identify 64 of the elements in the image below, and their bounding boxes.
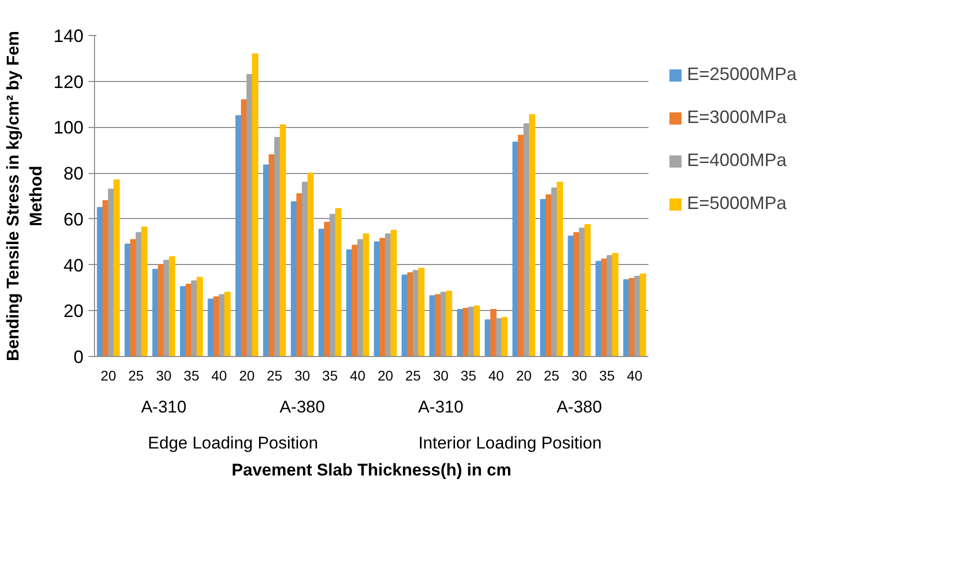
x-tick-label: 25 [544, 368, 560, 384]
bar [307, 172, 314, 356]
bar [640, 273, 646, 356]
bar [168, 256, 176, 356]
x-tick-label: 20 [100, 368, 116, 384]
y-tick-label: 100 [53, 118, 84, 138]
bar [280, 124, 286, 356]
bar [196, 276, 203, 356]
x-tick-label: 40 [211, 368, 228, 384]
x-tick-label: 30 [432, 368, 449, 384]
x-tick-label: 30 [294, 368, 310, 384]
x-tick-label: 30 [156, 368, 172, 384]
y-tick-label: 80 [63, 164, 84, 184]
bar [474, 306, 480, 356]
x-axis-title: Pavement Slab Thickness(h) in cm [232, 460, 512, 480]
bar [490, 308, 497, 356]
text: A-380 [556, 398, 602, 416]
x-tick-label: 20 [378, 368, 394, 384]
text: A-310 [141, 398, 186, 416]
bar [141, 226, 148, 356]
bar [224, 292, 231, 356]
bar [584, 224, 591, 356]
bar [556, 182, 563, 356]
x-tick-label: 25 [266, 368, 283, 384]
x-tick-label: 25 [405, 368, 422, 384]
bar [501, 317, 508, 356]
x-tick-label: 20 [239, 368, 255, 384]
x-tick-label: 35 [460, 368, 476, 384]
bar [446, 290, 452, 356]
y-tick-label: 0 [73, 347, 84, 367]
legend-label: E=4000MPa [687, 150, 787, 171]
bar [390, 230, 397, 356]
legend-label: E=25000MPa [687, 64, 797, 85]
text: Edge Loading Position [148, 434, 318, 452]
x-tick-label: 30 [571, 368, 588, 384]
legend-label: E=5000MPa [687, 193, 787, 214]
x-tick-label: 25 [128, 368, 144, 384]
x-tick-label: 35 [599, 368, 615, 384]
y-axis-title: Bending Tensile Stress in kg/cm² by Fem Method [4, 30, 46, 362]
text: A-380 [280, 398, 325, 416]
bar [252, 53, 258, 356]
y-tick-label: 60 [63, 209, 84, 230]
x-tick-label: 35 [322, 368, 338, 384]
bar [352, 244, 358, 356]
y-tick-label: 120 [53, 72, 84, 92]
bar [529, 114, 536, 356]
x-tick-label: 40 [488, 368, 504, 384]
legend-label: E=3000MPa [687, 107, 787, 128]
bar [362, 233, 370, 356]
y-tick-label: 140 [53, 26, 84, 46]
x-tick-label: 20 [516, 368, 532, 384]
bar [628, 278, 636, 356]
x-tick-label: 40 [350, 368, 366, 384]
x-tick-label: 35 [184, 368, 200, 384]
x-tick-label: 40 [626, 368, 643, 384]
bar [612, 252, 618, 356]
bar [213, 296, 220, 356]
bar [114, 179, 120, 356]
bar [418, 268, 424, 356]
y-tick-label: 20 [63, 301, 84, 322]
text: Interior Loading Position [418, 434, 602, 452]
text: A-310 [418, 398, 464, 416]
bar [335, 208, 342, 356]
y-tick-label: 40 [63, 255, 84, 276]
